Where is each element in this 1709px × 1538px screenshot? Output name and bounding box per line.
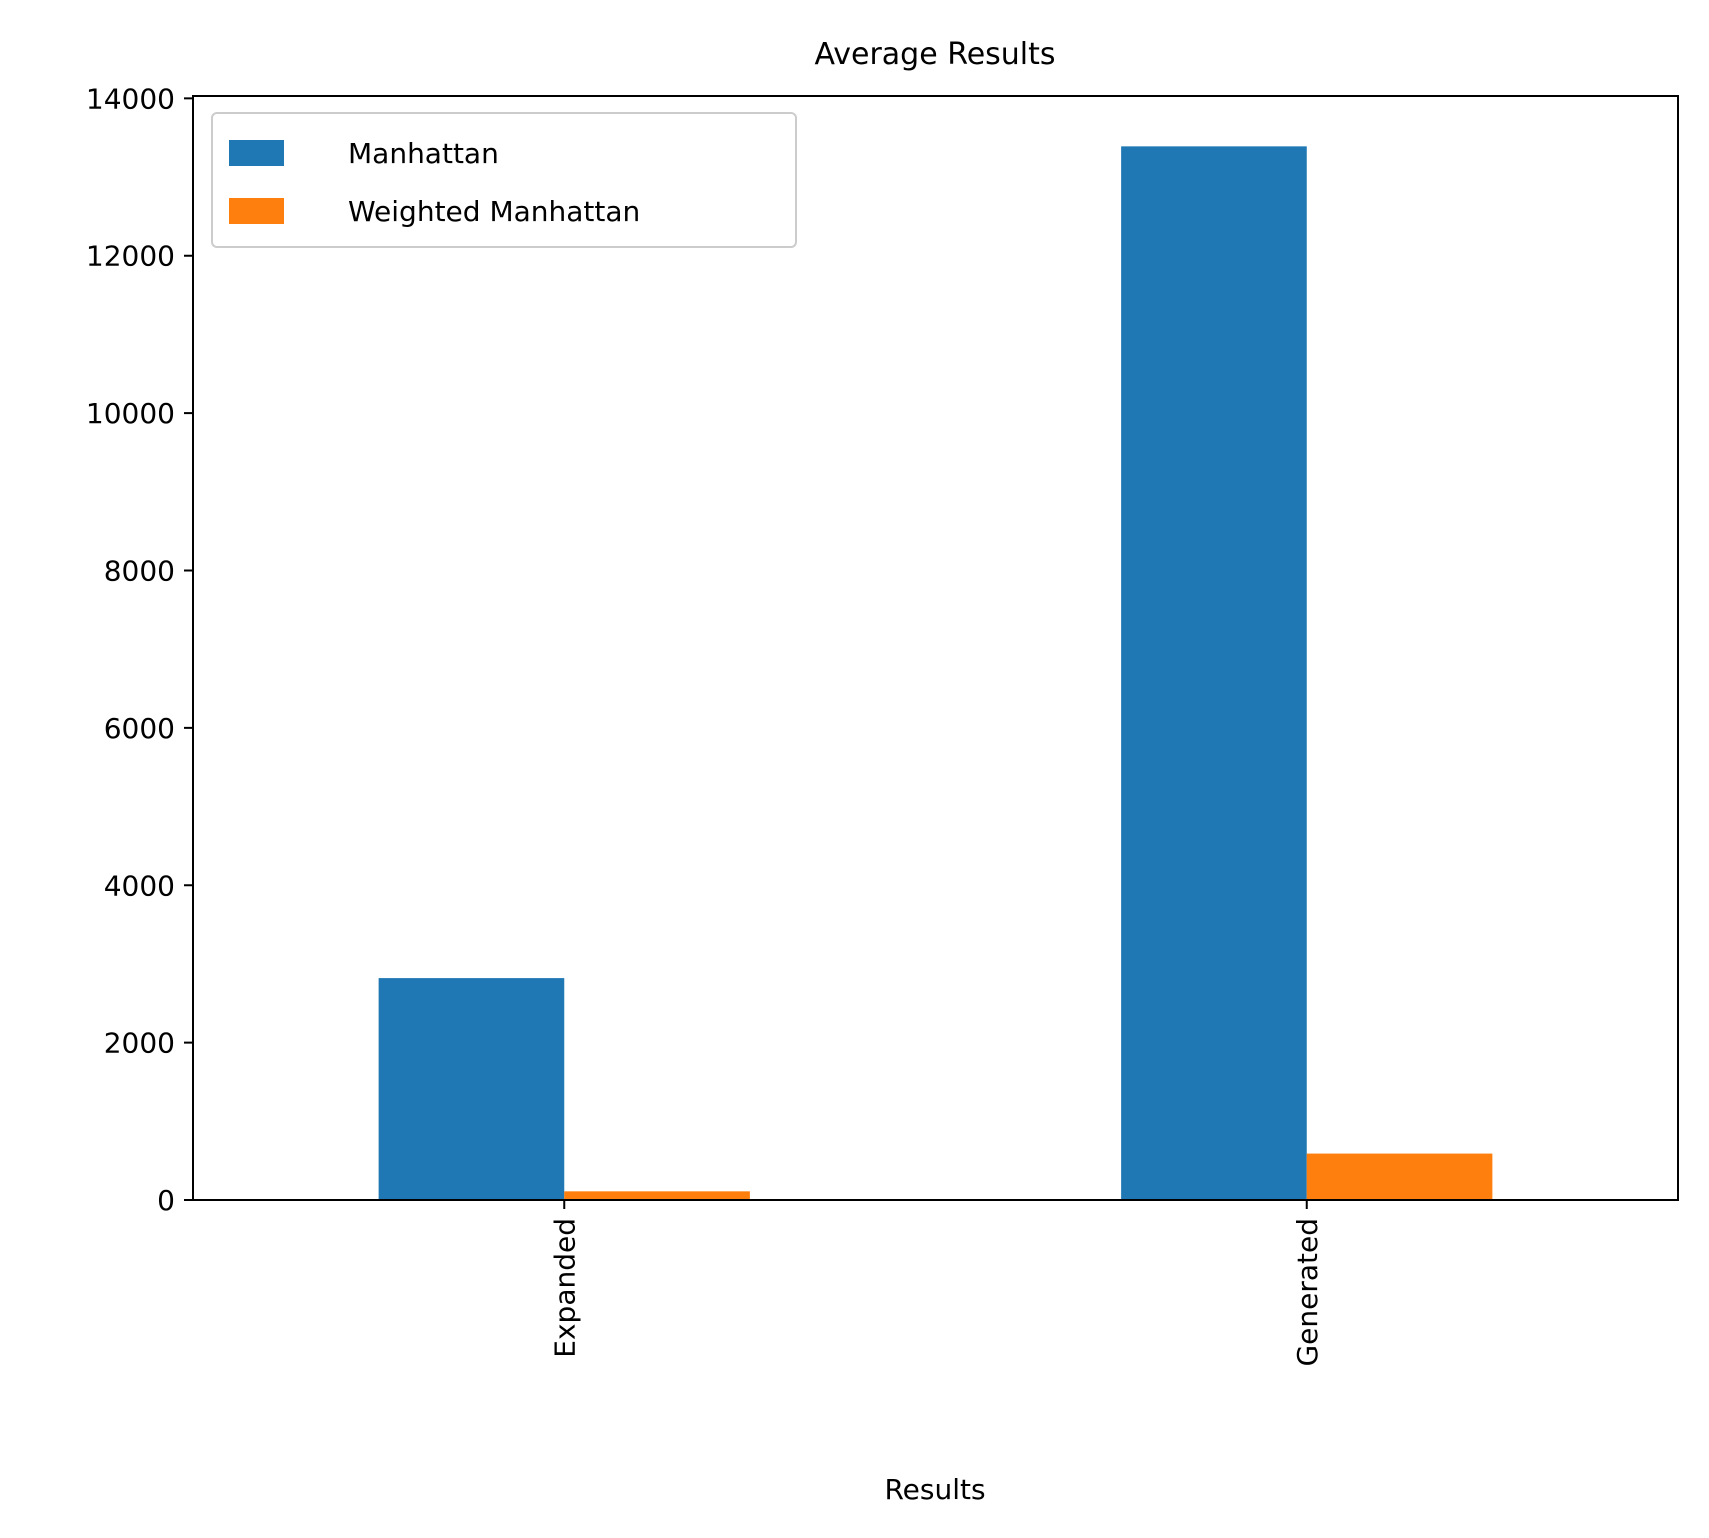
plot-frame (192, 95, 1679, 1201)
bar-manhattan-generated (1121, 146, 1307, 1201)
x-tick-label: Expanded (548, 1218, 581, 1358)
y-tick-label: 14000 (86, 82, 175, 115)
y-tick-label: 2000 (104, 1027, 175, 1060)
bar-manhattan-expanded (378, 978, 565, 1200)
legend-label: Manhattan (348, 137, 499, 170)
legend: Manhattan Weighted Manhattan (211, 112, 797, 248)
y-tick-label: 8000 (104, 554, 175, 587)
legend-swatch (229, 140, 284, 166)
legend-box (211, 112, 797, 248)
legend-swatch (229, 198, 284, 224)
y-tick-label: 12000 (86, 240, 175, 273)
y-tick-label: 0 (157, 1184, 175, 1217)
x-axis-label: Results (884, 1473, 985, 1506)
y-tick-label: 10000 (86, 397, 175, 430)
x-axis: Expanded Generated (548, 1200, 1324, 1367)
y-axis: 0 2000 4000 6000 8000 10000 12000 14000 (86, 82, 193, 1217)
y-tick-label: 6000 (104, 712, 175, 745)
x-tick-label: Generated (1291, 1218, 1324, 1367)
y-tick-label: 4000 (104, 869, 175, 902)
chart-title: Average Results (814, 37, 1055, 72)
bar-weighted-manhattan-generated (1306, 1153, 1493, 1200)
bar-weighted-manhattan-expanded (564, 1191, 750, 1200)
bars-group (378, 146, 1493, 1201)
legend-label: Weighted Manhattan (348, 195, 640, 228)
